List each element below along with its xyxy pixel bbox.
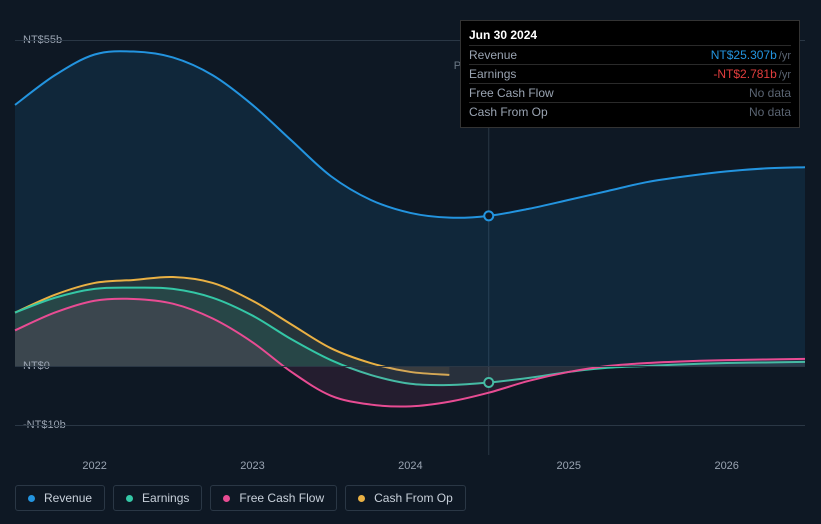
legend-dot-icon xyxy=(28,495,35,502)
tooltip-row-value: No data xyxy=(749,105,791,119)
legend-item-earnings[interactable]: Earnings xyxy=(113,485,202,511)
x-axis-label: 2023 xyxy=(240,460,264,472)
legend-item-label: Revenue xyxy=(44,491,92,505)
legend-dot-icon xyxy=(126,495,133,502)
legend-dot-icon xyxy=(223,495,230,502)
chart-legend: Revenue Earnings Free Cash Flow Cash From O… xyxy=(15,485,466,511)
tooltip-row-label: Earnings xyxy=(469,67,713,81)
tooltip-title: Jun 30 2024 xyxy=(469,25,791,45)
gridline xyxy=(15,366,805,367)
tooltip-row: Free Cash FlowNo data xyxy=(469,83,791,102)
x-axis-label: 2022 xyxy=(82,460,106,472)
legend-item-label: Earnings xyxy=(142,491,189,505)
series-marker-revenue xyxy=(484,211,493,220)
gridline xyxy=(15,425,805,426)
x-axis-label: 2026 xyxy=(714,460,738,472)
tooltip-row-value: No data xyxy=(749,86,791,100)
tooltip-row-suffix: /yr xyxy=(779,50,791,62)
chart-tooltip: Jun 30 2024 RevenueNT$25.307b/yrEarnings… xyxy=(460,20,800,128)
tooltip-row-label: Cash From Op xyxy=(469,105,749,119)
tooltip-row: Cash From OpNo data xyxy=(469,102,791,121)
legend-dot-icon xyxy=(358,495,365,502)
legend-item-label: Cash From Op xyxy=(374,491,453,505)
tooltip-row: Earnings-NT$2.781b/yr xyxy=(469,64,791,83)
legend-item-free_cash_flow[interactable]: Free Cash Flow xyxy=(210,485,337,511)
tooltip-row: RevenueNT$25.307b/yr xyxy=(469,45,791,64)
tooltip-row-value: -NT$2.781b xyxy=(713,67,776,81)
legend-item-label: Free Cash Flow xyxy=(239,491,324,505)
tooltip-row-label: Revenue xyxy=(469,48,711,62)
tooltip-row-label: Free Cash Flow xyxy=(469,86,749,100)
tooltip-row-suffix: /yr xyxy=(779,69,791,81)
legend-item-cash_from_op[interactable]: Cash From Op xyxy=(345,485,466,511)
tooltip-row-value: NT$25.307b xyxy=(711,48,777,62)
x-axis-label: 2024 xyxy=(398,460,422,472)
x-axis-label: 2025 xyxy=(557,460,581,472)
legend-item-revenue[interactable]: Revenue xyxy=(15,485,105,511)
